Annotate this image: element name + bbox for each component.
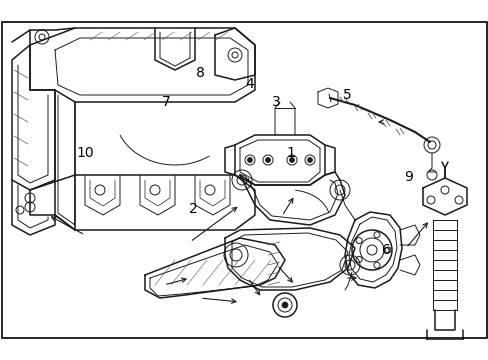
Circle shape xyxy=(265,158,270,162)
Text: 8: 8 xyxy=(196,66,204,80)
Text: 2: 2 xyxy=(188,202,197,216)
Text: 5: 5 xyxy=(342,88,351,102)
Text: 3: 3 xyxy=(271,95,280,109)
Text: 9: 9 xyxy=(403,170,412,184)
Text: 10: 10 xyxy=(77,146,94,160)
Circle shape xyxy=(307,158,312,162)
Circle shape xyxy=(247,158,252,162)
Text: 6: 6 xyxy=(381,243,390,257)
Circle shape xyxy=(282,302,287,308)
Text: 7: 7 xyxy=(162,95,170,109)
Text: 4: 4 xyxy=(244,77,253,91)
Text: 1: 1 xyxy=(286,146,295,160)
Circle shape xyxy=(289,158,294,162)
